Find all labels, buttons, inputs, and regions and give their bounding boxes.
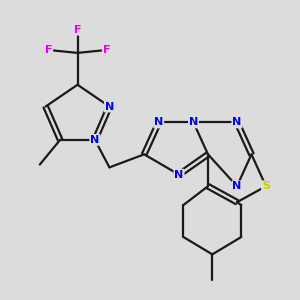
- Text: N: N: [189, 118, 198, 128]
- Text: F: F: [103, 45, 110, 55]
- Text: N: N: [174, 169, 184, 180]
- Text: N: N: [232, 118, 242, 128]
- Text: S: S: [262, 181, 270, 191]
- Text: N: N: [90, 135, 100, 145]
- Text: N: N: [232, 181, 242, 191]
- Text: N: N: [105, 101, 114, 112]
- Text: F: F: [74, 25, 81, 35]
- Text: F: F: [45, 45, 52, 55]
- Text: N: N: [154, 118, 163, 128]
